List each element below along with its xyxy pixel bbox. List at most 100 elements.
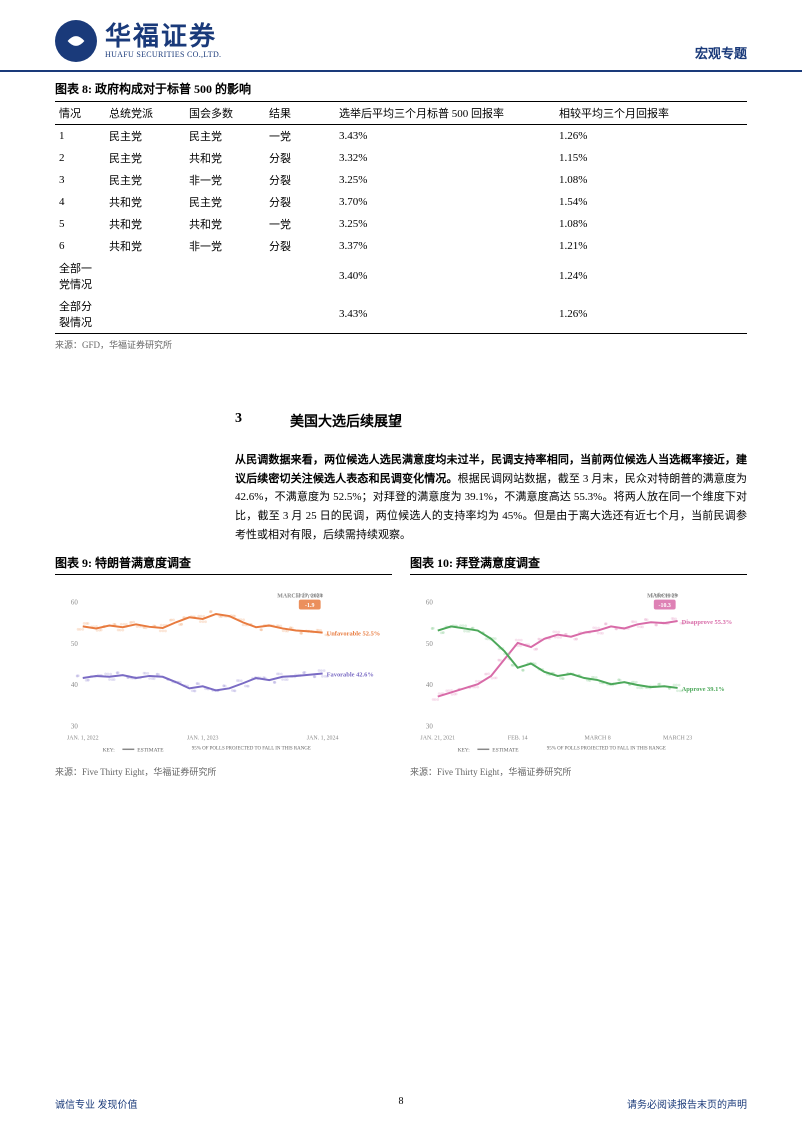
section3-title-row: 3 美国大选后续展望 bbox=[235, 411, 747, 431]
svg-text:Favorable 42.6%: Favorable 42.6% bbox=[327, 672, 374, 679]
chart10-source: 来源：Five Thirty Eight，华福证券研究所 bbox=[410, 765, 747, 778]
table8-col-header: 相较平均三个月回报率 bbox=[555, 102, 747, 125]
svg-text:95% OF POLLS PROJECTED TO FALL: 95% OF POLLS PROJECTED TO FALL IN THIS R… bbox=[547, 747, 666, 752]
svg-text:95% OF POLLS PROJECTED TO FALL: 95% OF POLLS PROJECTED TO FALL IN THIS R… bbox=[192, 747, 311, 752]
table-cell: 分裂 bbox=[265, 191, 335, 213]
table-cell: 共和党 bbox=[105, 235, 185, 257]
page-content: 图表 8: 政府构成对于标普 500 的影响 情况总统党派国会多数结果选举后平均… bbox=[0, 72, 802, 778]
logo-en: HUAFU SECURITIES CO.,LTD. bbox=[105, 50, 221, 59]
chart10-svg: 30405060JAN. 21, 2021FEB. 14MARCH 8MARCH… bbox=[410, 583, 747, 758]
table-row: 5共和党共和党一党3.25%1.08% bbox=[55, 213, 747, 235]
chart9-source: 来源：Five Thirty Eight，华福证券研究所 bbox=[55, 765, 392, 778]
table-row: 2民主党共和党分裂3.32%1.15% bbox=[55, 147, 747, 169]
svg-text:-10.3: -10.3 bbox=[659, 604, 671, 610]
svg-text:KEY:: KEY: bbox=[458, 748, 471, 754]
table-cell: 1.08% bbox=[555, 169, 747, 191]
table-row: 全部一党情况 3.40%1.24% bbox=[55, 257, 747, 295]
table-cell: 一党 bbox=[265, 125, 335, 148]
table-cell: 非一党 bbox=[185, 235, 265, 257]
section3-number: 3 bbox=[235, 411, 242, 431]
table-cell: 3.32% bbox=[335, 147, 555, 169]
table-cell: 3.40% bbox=[335, 257, 555, 295]
table-cell: 分裂 bbox=[265, 147, 335, 169]
table8-title: 图表 8: 政府构成对于标普 500 的影响 bbox=[55, 80, 747, 97]
svg-text:60: 60 bbox=[71, 600, 78, 607]
table-cell: 民主党 bbox=[185, 125, 265, 148]
svg-text:MARCH 23: MARCH 23 bbox=[663, 736, 692, 742]
table-cell: 民主党 bbox=[105, 169, 185, 191]
table-cell: 6 bbox=[55, 235, 105, 257]
table-cell: 4 bbox=[55, 191, 105, 213]
svg-text:KEY:: KEY: bbox=[103, 748, 116, 754]
table-cell: 3.43% bbox=[335, 125, 555, 148]
table-cell: 1.21% bbox=[555, 235, 747, 257]
table-cell bbox=[105, 295, 185, 334]
svg-text:30: 30 bbox=[71, 724, 78, 731]
table-row: 3民主党非一党分裂3.25%1.08% bbox=[55, 169, 747, 191]
svg-text:JAN. 21, 2021: JAN. 21, 2021 bbox=[420, 736, 455, 742]
svg-text:30: 30 bbox=[426, 724, 433, 731]
svg-text:Unfavorable: Unfavorable bbox=[296, 592, 324, 599]
table-cell: 1.26% bbox=[555, 295, 747, 334]
chart9-svg: 30405060JAN. 1, 2022JAN. 1, 2023JAN. 1, … bbox=[55, 583, 392, 758]
svg-text:MARCH 8: MARCH 8 bbox=[585, 736, 611, 742]
svg-text:50: 50 bbox=[71, 641, 78, 648]
table-cell: 分裂 bbox=[265, 169, 335, 191]
table-cell bbox=[185, 295, 265, 334]
chart10-title: 图表 10: 拜登满意度调查 bbox=[410, 554, 747, 575]
table-cell: 一党 bbox=[265, 213, 335, 235]
footer-left: 诚信专业 发现价值 bbox=[55, 1096, 138, 1111]
footer-page-number: 8 bbox=[399, 1096, 404, 1107]
table-cell: 3.25% bbox=[335, 169, 555, 191]
table-cell bbox=[265, 257, 335, 295]
table-cell: 1.24% bbox=[555, 257, 747, 295]
svg-text:40: 40 bbox=[71, 683, 78, 690]
table-cell: 共和党 bbox=[105, 213, 185, 235]
table8: 情况总统党派国会多数结果选举后平均三个月标普 500 回报率相较平均三个月回报率… bbox=[55, 101, 747, 334]
logo-block: 华福证券 HUAFU SECURITIES CO.,LTD. bbox=[55, 20, 221, 62]
svg-text:Approve 39.1%: Approve 39.1% bbox=[682, 686, 725, 693]
table-cell: 1.08% bbox=[555, 213, 747, 235]
table-cell: 1 bbox=[55, 125, 105, 148]
table-row: 6共和党非一党分裂3.37%1.21% bbox=[55, 235, 747, 257]
section3-title: 美国大选后续展望 bbox=[290, 411, 402, 431]
logo-cn: 华福证券 bbox=[105, 24, 221, 50]
page-header: 华福证券 HUAFU SECURITIES CO.,LTD. 宏观专题 bbox=[0, 0, 802, 72]
table8-col-header: 结果 bbox=[265, 102, 335, 125]
table-cell: 民主党 bbox=[105, 125, 185, 148]
header-topic: 宏观专题 bbox=[695, 43, 747, 62]
table-cell bbox=[185, 257, 265, 295]
table-cell: 3.25% bbox=[335, 213, 555, 235]
table-cell bbox=[105, 257, 185, 295]
table-cell: 民主党 bbox=[105, 147, 185, 169]
logo-text-block: 华福证券 HUAFU SECURITIES CO.,LTD. bbox=[105, 24, 221, 59]
table-cell: 3.37% bbox=[335, 235, 555, 257]
page-footer: 诚信专业 发现价值 8 请务必阅读报告末页的声明 bbox=[0, 1096, 802, 1111]
chart9-title: 图表 9: 特朗普满意度调查 bbox=[55, 554, 392, 575]
table-cell: 1.15% bbox=[555, 147, 747, 169]
table8-col-header: 选举后平均三个月标普 500 回报率 bbox=[335, 102, 555, 125]
table-cell bbox=[265, 295, 335, 334]
table8-col-header: 情况 bbox=[55, 102, 105, 125]
table-row: 4共和党民主党分裂3.70%1.54% bbox=[55, 191, 747, 213]
table-cell: 3.43% bbox=[335, 295, 555, 334]
table-cell: 民主党 bbox=[185, 191, 265, 213]
table-cell: 共和党 bbox=[185, 147, 265, 169]
svg-text:-1.9: -1.9 bbox=[305, 604, 314, 610]
table-cell: 3.70% bbox=[335, 191, 555, 213]
table8-col-header: 总统党派 bbox=[105, 102, 185, 125]
charts-row: 图表 9: 特朗普满意度调查 30405060JAN. 1, 2022JAN. … bbox=[55, 554, 747, 778]
section3-paragraph: 从民调数据来看，两位候选人选民满意度均未过半，民调支持率相同，当前两位候选人当选… bbox=[235, 451, 747, 544]
table-cell: 5 bbox=[55, 213, 105, 235]
svg-text:60: 60 bbox=[426, 600, 433, 607]
table-cell: 3 bbox=[55, 169, 105, 191]
table-cell: 全部一党情况 bbox=[55, 257, 105, 295]
svg-text:FEB. 14: FEB. 14 bbox=[508, 736, 528, 742]
svg-text:ESTIMATE: ESTIMATE bbox=[492, 748, 519, 754]
table-cell: 共和党 bbox=[185, 213, 265, 235]
table8-col-header: 国会多数 bbox=[185, 102, 265, 125]
table8-source: 来源：GFD，华福证券研究所 bbox=[55, 338, 747, 351]
table-cell: 共和党 bbox=[105, 191, 185, 213]
svg-text:JAN. 1, 2023: JAN. 1, 2023 bbox=[187, 736, 219, 742]
table-cell: 全部分裂情况 bbox=[55, 295, 105, 334]
